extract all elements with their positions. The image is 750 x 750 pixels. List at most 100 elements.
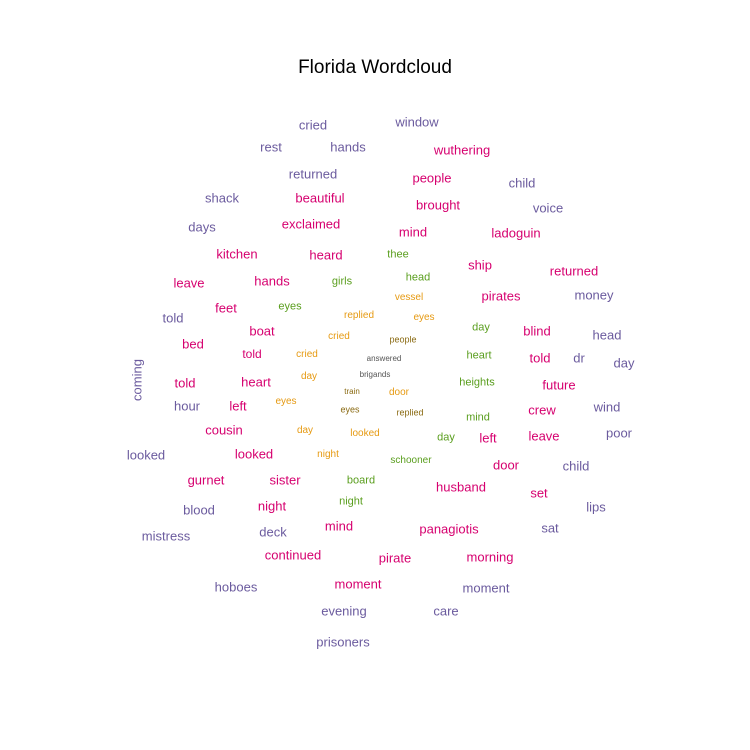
word-day: day bbox=[613, 355, 635, 371]
word-cried: cried bbox=[328, 331, 350, 342]
word-bed: bed bbox=[182, 336, 204, 352]
word-mistress: mistress bbox=[141, 528, 191, 544]
word-brigands: brigands bbox=[359, 370, 391, 379]
word-left: left bbox=[479, 430, 497, 446]
word-day: day bbox=[472, 321, 490, 334]
word-hands: hands bbox=[254, 273, 290, 289]
word-heart: heart bbox=[466, 349, 492, 362]
word-heart: heart bbox=[241, 374, 271, 390]
word-night: night bbox=[339, 495, 363, 508]
word-ship: ship bbox=[468, 257, 492, 273]
word-evening: evening bbox=[321, 603, 367, 619]
word-looked: looked bbox=[126, 447, 166, 463]
word-set: set bbox=[530, 485, 548, 501]
word-lips: lips bbox=[586, 499, 606, 515]
word-leave: leave bbox=[173, 275, 205, 291]
word-eyes: eyes bbox=[413, 312, 435, 323]
word-wind: wind bbox=[593, 399, 621, 415]
word-morning: morning bbox=[466, 549, 514, 565]
word-mind: mind bbox=[324, 518, 354, 534]
word-moment: moment bbox=[334, 576, 382, 592]
word-schooner: schooner bbox=[390, 455, 432, 466]
word-people: people bbox=[412, 170, 452, 186]
word-hour: hour bbox=[173, 398, 201, 414]
word-child: child bbox=[562, 458, 590, 474]
word-eyes: eyes bbox=[278, 300, 302, 313]
word-eyes: eyes bbox=[340, 404, 360, 415]
word-replied: replied bbox=[396, 407, 424, 418]
word-feet: feet bbox=[215, 300, 237, 316]
word-husband: husband bbox=[436, 479, 486, 495]
word-coming: coming bbox=[129, 359, 145, 401]
word-replied: replied bbox=[343, 310, 375, 321]
word-vessel: vessel bbox=[394, 292, 424, 303]
word-brought: brought bbox=[415, 197, 461, 213]
word-told: told bbox=[174, 375, 196, 391]
word-continued: continued bbox=[264, 547, 322, 563]
word-looked: looked bbox=[234, 446, 274, 462]
word-prisoners: prisoners bbox=[316, 634, 370, 650]
word-future: future bbox=[542, 377, 576, 393]
word-returned: returned bbox=[549, 263, 599, 279]
word-mind: mind bbox=[466, 411, 490, 424]
word-returned: returned bbox=[288, 166, 338, 182]
word-deck: deck bbox=[259, 524, 287, 540]
word-pirates: pirates bbox=[481, 288, 521, 304]
word-care: care bbox=[433, 603, 459, 619]
word-crew: crew bbox=[528, 402, 556, 418]
word-sat: sat bbox=[541, 520, 559, 536]
word-cried: cried bbox=[298, 117, 328, 133]
word-head: head bbox=[592, 327, 622, 343]
word-rest: rest bbox=[260, 139, 282, 155]
word-head: head bbox=[405, 271, 431, 284]
word-told: told bbox=[162, 310, 184, 326]
word-money: money bbox=[574, 287, 614, 303]
word-heard: heard bbox=[309, 247, 343, 263]
word-blind: blind bbox=[523, 323, 551, 339]
word-hoboes: hoboes bbox=[214, 579, 258, 595]
word-moment: moment bbox=[462, 580, 510, 596]
word-kitchen: kitchen bbox=[216, 246, 258, 262]
word-door: door bbox=[388, 387, 410, 398]
word-day: day bbox=[296, 425, 314, 436]
word-shack: shack bbox=[205, 190, 239, 206]
word-people: people bbox=[389, 334, 417, 345]
word-days: days bbox=[188, 219, 216, 235]
word-blood: blood bbox=[183, 502, 215, 518]
word-train: train bbox=[344, 387, 360, 396]
word-board: board bbox=[346, 474, 376, 487]
word-day: day bbox=[437, 431, 455, 444]
chart-title: Florida Wordcloud bbox=[298, 57, 452, 78]
word-cried: cried bbox=[296, 349, 318, 360]
word-told: told bbox=[529, 350, 551, 366]
word-thee: thee bbox=[387, 248, 409, 261]
word-poor: poor bbox=[605, 425, 633, 441]
word-night: night bbox=[317, 449, 339, 460]
word-sister: sister bbox=[269, 472, 301, 488]
word-boat: boat bbox=[249, 323, 275, 339]
word-day: day bbox=[300, 371, 318, 382]
word-voice: voice bbox=[532, 200, 564, 216]
word-exclaimed: exclaimed bbox=[281, 216, 341, 232]
word-answered: answered bbox=[366, 354, 402, 363]
word-girls: girls bbox=[331, 275, 353, 288]
word-mind: mind bbox=[398, 224, 428, 240]
word-window: window bbox=[395, 114, 439, 130]
word-wuthering: wuthering bbox=[433, 142, 491, 158]
word-heights: heights bbox=[459, 376, 495, 389]
word-night: night bbox=[257, 498, 287, 514]
word-child: child bbox=[508, 175, 536, 191]
word-pirate: pirate bbox=[378, 550, 412, 566]
word-leave: leave bbox=[528, 428, 560, 444]
word-hands: hands bbox=[330, 139, 366, 155]
word-left: left bbox=[229, 398, 247, 414]
word-panagiotis: panagiotis bbox=[419, 521, 479, 537]
word-cousin: cousin bbox=[205, 422, 243, 438]
word-eyes: eyes bbox=[275, 396, 297, 407]
word-told: told bbox=[242, 347, 262, 361]
word-looked: looked bbox=[350, 428, 380, 439]
word-ladoguin: ladoguin bbox=[491, 225, 541, 241]
word-gurnet: gurnet bbox=[187, 472, 225, 488]
